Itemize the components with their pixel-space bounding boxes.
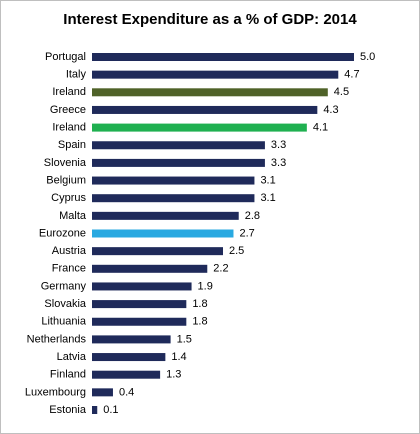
y-tick-label: Estonia: [49, 404, 87, 416]
y-tick-label: Ireland: [52, 122, 86, 134]
bar: [92, 53, 354, 61]
bar: [92, 123, 307, 132]
bar: [92, 264, 208, 273]
data-label: 3.3: [271, 139, 286, 151]
data-label: 1.8: [192, 298, 207, 310]
y-tick-label: Cyprus: [51, 192, 86, 204]
data-label: 2.8: [245, 210, 260, 222]
bar: [92, 105, 318, 114]
data-label: 1.3: [166, 369, 181, 381]
y-tick-label: Germany: [41, 280, 87, 292]
y-tick-label: Belgium: [46, 174, 86, 186]
y-tick-label: Luxembourg: [25, 386, 86, 398]
y-tick-label: Eurozone: [39, 227, 86, 239]
bar: [92, 406, 98, 414]
data-label: 2.2: [213, 263, 228, 275]
y-tick-label: Netherlands: [27, 333, 87, 345]
y-tick-label: Spain: [58, 139, 86, 151]
data-label: 1.8: [192, 316, 207, 328]
data-label: 2.5: [229, 245, 244, 257]
bar: [92, 176, 255, 185]
y-tick-label: Lithuania: [41, 316, 87, 328]
bar: [92, 370, 161, 379]
bar: [92, 194, 255, 203]
bar: [92, 229, 234, 238]
data-label: 0.4: [119, 386, 134, 398]
data-label: 0.1: [103, 404, 118, 416]
data-label: 3.3: [271, 157, 286, 169]
data-label: 5.0: [360, 51, 375, 63]
data-label: 4.1: [313, 122, 328, 134]
data-label: 2.7: [239, 227, 254, 239]
bar: [92, 247, 223, 256]
data-label: 4.3: [323, 104, 338, 116]
y-tick-label: Ireland: [52, 86, 86, 98]
y-tick-label: Slovenia: [44, 157, 87, 169]
bar: [92, 282, 192, 291]
bar: [92, 300, 187, 309]
y-tick-label: Italy: [66, 69, 87, 81]
data-label: 1.4: [171, 351, 186, 363]
bar: [92, 317, 187, 326]
data-label: 4.5: [334, 86, 349, 98]
bar: [92, 335, 171, 344]
chart-title: Interest Expenditure as a % of GDP: 2014: [63, 11, 357, 28]
data-label: 1.9: [198, 280, 213, 292]
bar: [92, 141, 265, 150]
y-tick-label: France: [52, 263, 86, 275]
data-label: 3.1: [260, 174, 275, 186]
y-tick-label: Slovakia: [44, 298, 86, 310]
data-label: 1.5: [177, 333, 192, 345]
bar: [92, 353, 166, 362]
bar: [92, 88, 328, 97]
data-label: 3.1: [260, 192, 275, 204]
y-tick-label: Portugal: [45, 51, 86, 63]
y-tick-label: Finland: [50, 369, 86, 381]
y-tick-label: Latvia: [57, 351, 87, 363]
bar: [92, 388, 113, 397]
bar: [92, 211, 239, 220]
y-tick-label: Austria: [52, 245, 87, 257]
bar: [92, 158, 265, 167]
data-label: 4.7: [344, 69, 359, 81]
y-tick-label: Greece: [50, 104, 86, 116]
y-tick-label: Malta: [59, 210, 87, 222]
bar: [92, 70, 339, 79]
